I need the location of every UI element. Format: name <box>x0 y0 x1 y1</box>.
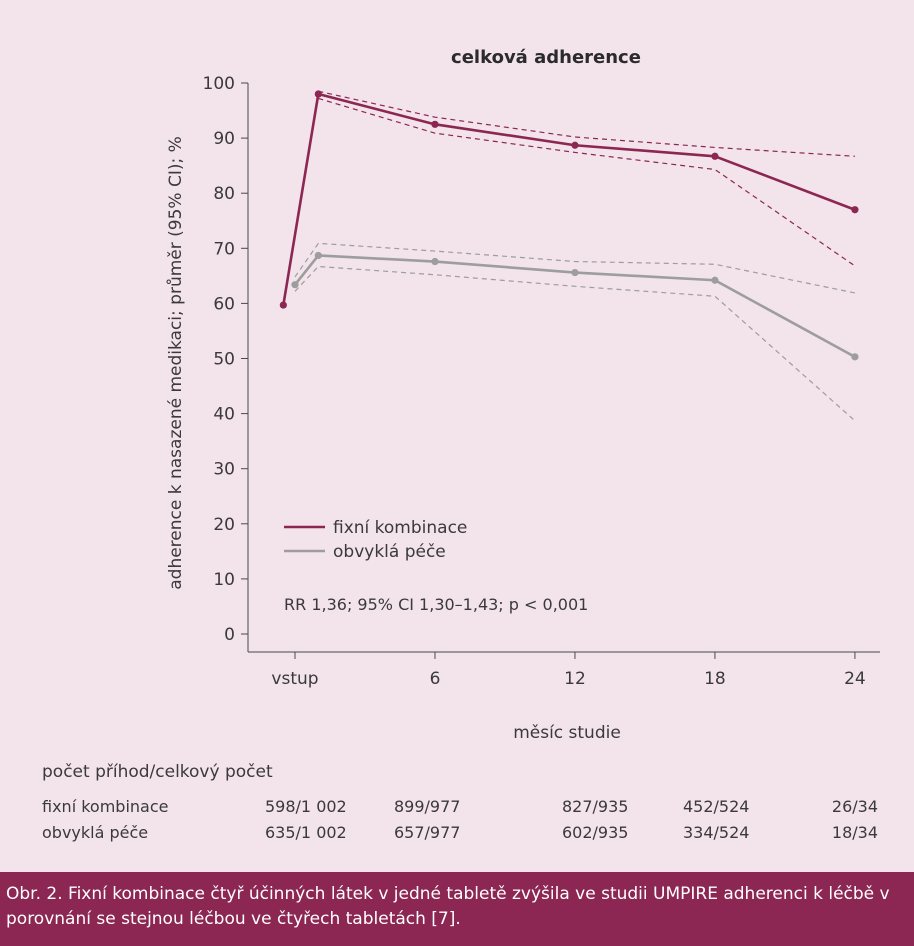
x-tick-label: 24 <box>844 669 866 689</box>
data-point <box>711 152 719 160</box>
y-tick-label: 40 <box>213 405 235 425</box>
stats-annotation: RR 1,36; 95% CI 1,30–1,43; p < 0,001 <box>284 595 588 614</box>
series-fixed <box>279 90 859 309</box>
y-tick-label: 90 <box>213 129 235 149</box>
data-point <box>571 268 579 277</box>
table-title: počet příhod/celkový počet <box>42 762 273 782</box>
figure-caption: Obr. 2. Fixní kombinace čtyř účinných lá… <box>0 872 914 946</box>
legend-label-fixed: fixní kombinace <box>333 518 467 538</box>
chart-title: celková adherence <box>451 47 641 68</box>
ci-upper-line <box>294 242 856 294</box>
data-point <box>291 281 299 289</box>
row-label: obvyklá péče <box>42 823 149 842</box>
y-tick-label: 0 <box>224 625 235 645</box>
data-point <box>431 120 439 128</box>
y-tick-label: 30 <box>213 460 235 480</box>
table-row-usual: obvyklá péče 635/1 002 657/977 602/935 3… <box>42 823 878 845</box>
series-usual <box>291 242 859 422</box>
data-point <box>314 251 322 260</box>
y-tick-label: 60 <box>213 294 235 314</box>
data-point <box>279 301 287 309</box>
y-tick-label: 80 <box>213 184 235 204</box>
table-cell: 26/34 <box>831 797 878 816</box>
table-cell: 899/977 <box>394 797 461 816</box>
ci-lower-line <box>294 265 856 422</box>
data-point <box>851 353 859 361</box>
axes: 0 10 20 30 40 50 60 70 80 90 100 vstup 6 12 18 24 <box>203 74 880 689</box>
plot-area <box>279 90 859 422</box>
x-tick-label: 12 <box>564 669 586 689</box>
data-point <box>431 257 439 266</box>
series-line <box>282 92 856 306</box>
table-row-fixed: fixní kombinace 598/1 002 899/977 827/93… <box>42 797 878 819</box>
data-point <box>571 141 579 149</box>
legend: fixní kombinace obvyklá péče <box>284 518 467 562</box>
data-point <box>711 276 719 284</box>
table-cell: 18/34 <box>831 823 878 842</box>
y-tick-label: 70 <box>213 239 235 259</box>
table-cell: 635/1 002 <box>265 823 347 842</box>
ci-lower-line <box>318 97 856 267</box>
table-cell: 598/1 002 <box>265 797 347 816</box>
x-tick-label: 18 <box>704 669 726 689</box>
data-point <box>851 206 859 214</box>
table-cell: 827/935 <box>562 797 629 816</box>
x-tick-label: 6 <box>430 669 441 689</box>
row-label: fixní kombinace <box>42 797 169 816</box>
table-cell: 602/935 <box>562 823 629 842</box>
y-tick-label: 10 <box>213 570 235 590</box>
x-tick-label: vstup <box>271 669 318 689</box>
table-cell: 452/524 <box>683 797 750 816</box>
y-tick-label: 50 <box>213 350 235 370</box>
y-tick-label: 20 <box>213 515 235 535</box>
series-line <box>293 254 856 358</box>
y-tick-label: 100 <box>203 74 235 94</box>
y-axis-label: adherence k nasazené medikaci; průměr (9… <box>166 136 186 590</box>
data-point <box>314 90 322 98</box>
line-chart: celková adherence 0 10 20 30 40 50 60 70 80 90 100… <box>166 47 880 743</box>
table-cell: 334/524 <box>683 823 750 842</box>
legend-label-usual: obvyklá péče <box>333 542 446 562</box>
table-cell: 657/977 <box>394 823 461 842</box>
x-axis-label: měsíc studie <box>513 723 621 743</box>
